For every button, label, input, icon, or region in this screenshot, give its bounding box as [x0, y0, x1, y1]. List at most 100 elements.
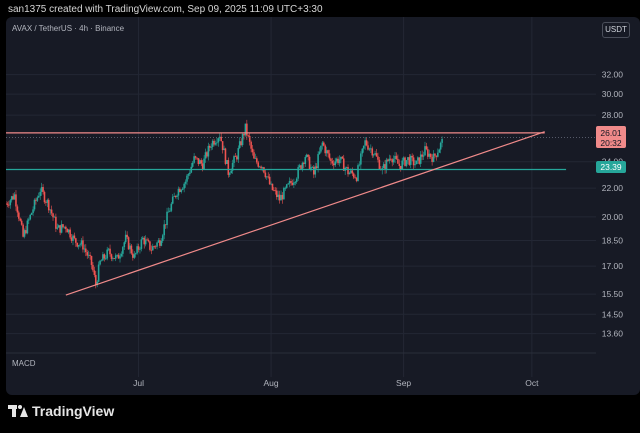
y-tick-label: 14.50 [602, 309, 624, 319]
candle-body [19, 218, 22, 221]
candle-body [28, 219, 30, 221]
candle-body [293, 182, 295, 185]
candle-body [274, 190, 277, 192]
candle-body [6, 203, 7, 205]
candle-body [424, 146, 426, 156]
candle-body [154, 246, 157, 248]
candle-body [378, 159, 381, 170]
candle-body [288, 181, 291, 184]
candle-body [8, 204, 10, 206]
candle-body [361, 148, 364, 154]
candle-body [66, 229, 69, 233]
candle-body [360, 153, 362, 165]
candle-body [179, 188, 181, 192]
candle-body [210, 146, 213, 148]
candle-body [97, 264, 100, 282]
candle-body [76, 242, 79, 247]
candle-body [197, 158, 200, 165]
current-price-value: 26.01 [600, 128, 622, 138]
current-price-countdown: 20:32 [600, 138, 622, 148]
candle-body [119, 256, 121, 259]
candle-body [53, 216, 56, 218]
candle-body [311, 166, 314, 168]
candle-body [384, 164, 386, 170]
candle-body [254, 158, 257, 160]
candle-body [42, 187, 44, 192]
macd-label[interactable]: MACD [12, 359, 36, 368]
candle-body [335, 158, 338, 162]
currency-button[interactable]: USDT [602, 22, 630, 38]
candle-body [73, 235, 76, 239]
candle-body [347, 167, 349, 175]
candle-body [398, 163, 401, 166]
candle-body [6, 203, 9, 205]
candle-body [93, 270, 96, 275]
candle-body [385, 159, 388, 170]
candle-body [201, 163, 204, 170]
candle-body [72, 235, 74, 241]
candle-body [321, 142, 324, 146]
candle-body [365, 140, 368, 146]
candle-body [106, 249, 108, 259]
current-price-tag: 26.01 20:32 [596, 126, 626, 148]
candle-body [103, 254, 106, 259]
candle-body [394, 155, 396, 160]
candle-body [231, 162, 234, 171]
chart-panel[interactable]: 32.0030.0028.0024.0022.0020.0018.5017.00… [6, 17, 640, 395]
candle-body [186, 175, 188, 182]
candle-body [281, 194, 284, 200]
candle-body [12, 196, 14, 200]
candle-body [350, 170, 352, 173]
candle-body [257, 162, 260, 167]
candle-body [77, 245, 80, 247]
candle-body [122, 247, 124, 254]
candle-body [80, 240, 83, 245]
candle-body [338, 159, 341, 164]
candle-body [278, 194, 281, 201]
candle-body [150, 249, 153, 251]
y-tick-label: 13.60 [602, 329, 624, 339]
symbol-info[interactable]: AVAX / TetherUS · 4h · Binance [12, 24, 125, 33]
candle-body [203, 158, 205, 170]
tradingview-brand[interactable]: TradingView [8, 403, 114, 419]
candle-body [117, 254, 120, 259]
y-tick-label: 28.00 [602, 110, 624, 120]
candle-body [414, 164, 416, 166]
candle-body [247, 135, 250, 137]
candle-body [36, 197, 39, 201]
candle-body [364, 140, 366, 146]
y-tick-label: 18.50 [602, 236, 624, 246]
candle-body [304, 157, 307, 164]
candle-body [37, 195, 40, 198]
brand-name: TradingView [32, 403, 115, 419]
candle-body [355, 177, 358, 181]
candle-body [52, 213, 54, 218]
candle-body [412, 157, 415, 166]
candle-body [35, 199, 37, 201]
candle-body [352, 173, 355, 178]
candle-body [327, 150, 329, 154]
candle-body [20, 220, 23, 225]
candle-body [33, 199, 36, 210]
price-chart[interactable]: 32.0030.0028.0024.0022.0020.0018.5017.00… [6, 17, 640, 395]
candle-body [55, 216, 57, 229]
candle-body [342, 158, 345, 171]
candle-body [194, 156, 197, 158]
candle-body [113, 258, 116, 260]
candle-body [159, 240, 161, 246]
candle-body [277, 194, 279, 198]
candle-body [310, 167, 312, 170]
candle-body [407, 157, 409, 161]
y-axis-labels: 32.0030.0028.0024.0022.0020.0018.5017.00… [602, 70, 624, 339]
candle-body [86, 252, 89, 256]
candle-body [177, 188, 180, 196]
candle-body [429, 153, 432, 157]
candle-body [377, 156, 379, 160]
candle-body [371, 148, 374, 156]
candle-body [284, 187, 287, 189]
candle-body [227, 160, 230, 175]
candle-body [183, 183, 185, 189]
candle-body [334, 161, 337, 166]
candle-body [85, 248, 87, 253]
candle-body [213, 140, 215, 145]
